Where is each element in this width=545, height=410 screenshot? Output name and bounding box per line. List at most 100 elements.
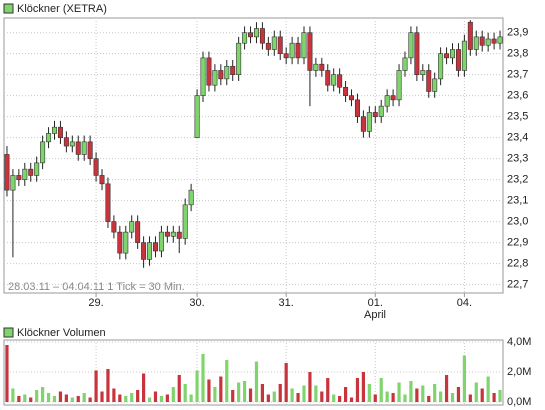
volume-bar [326,378,330,402]
candle-body [188,189,194,206]
y-tick-label: 23,4 [507,132,528,144]
volume-bar [195,370,199,402]
candle-body [147,242,153,260]
volume-bar [468,394,472,402]
volume-bar [492,393,496,402]
y-tick-label: 4,0M [507,336,531,348]
candle-body [111,221,117,233]
volume-bar [320,391,324,402]
candle-body [301,32,307,59]
candle-body [491,38,497,44]
volume-bar [290,388,294,402]
legend-swatch [3,327,14,338]
volume-bar [379,378,383,402]
plot-frame [3,17,504,294]
volume-bar [171,387,175,402]
volume-bar [189,394,193,402]
candle-body [22,168,28,180]
volume-bar [82,393,86,402]
volume-bar [35,390,39,402]
candle-body [182,204,188,239]
volume-bar [456,387,461,402]
candle-body [319,63,325,71]
volume-bar [17,396,21,402]
volume-bar [385,391,389,402]
volume-bar [64,394,68,402]
candle-body [467,21,473,50]
volume-bar [421,385,425,402]
candle-body [129,221,135,233]
volume-bar [248,388,253,402]
y-tick-label: 23,7 [507,69,528,81]
volume-bar [242,381,247,402]
candle-body [93,158,99,176]
volume-bar [100,391,104,402]
candle-body [283,53,289,59]
y-tick-label: 0,0M [507,396,531,408]
candle-body [497,36,503,44]
candle-body [461,40,467,71]
volume-bar [373,394,377,402]
volume-bar [254,361,259,402]
candle-body [135,221,141,243]
y-tick-label: 23,9 [507,27,528,39]
candle-body [57,126,63,138]
volume-bar [480,388,484,402]
candle-body [331,74,337,86]
volume-bar [302,385,306,402]
legend-label: Klöckner Volumen [17,327,106,339]
candle-body [259,28,265,44]
volume-bar [444,375,449,402]
volume-bar [462,355,466,402]
volume-bar [136,390,140,402]
volume-bar [207,379,211,402]
volume-bar [338,396,342,402]
volume-bar [343,387,348,402]
volume-bar [130,393,134,402]
volume-bar [52,396,57,402]
candle-body [69,141,75,147]
volume-bar [272,391,276,402]
volume-bar [278,384,282,402]
volume-bar [165,394,169,402]
volume-bar [225,360,229,402]
candle-body [200,57,206,96]
candle-body [253,28,259,38]
volume-bar [23,394,27,402]
y-tick-label: 23,2 [507,174,528,186]
x-tick-label: 04. [457,297,472,309]
volume-bar [124,396,128,402]
y-tick-label: 23,6 [507,90,528,102]
candle-body [141,242,147,260]
volume-bar [231,390,235,402]
volume-bar [349,397,354,402]
candle-body [372,112,378,117]
volume-bar [183,384,187,402]
volume-bar [94,370,98,402]
candle-body [438,53,444,80]
candle-body [485,38,491,46]
volume-bar [433,384,437,402]
x-tick-label: 29. [88,297,103,309]
volume-bar [391,393,395,402]
candle-body [34,162,40,176]
candle-body [450,49,456,59]
volume-bar [296,393,300,402]
volume-bar [58,391,63,402]
volume-bar [213,387,217,402]
candle-body [378,105,384,117]
y-tick-label: 23,3 [507,153,528,165]
legend-label: Klöckner (XETRA) [17,3,107,15]
y-tick-label: 22,7 [507,279,528,291]
x-tick-label: 31. [279,297,294,309]
candle-body [230,65,236,75]
candle-body [277,36,283,54]
volume-bar [332,394,336,402]
y-tick-label: 23,1 [507,195,528,207]
candle-body [16,175,22,180]
y-tick-label: 22,9 [507,237,528,249]
candle-body [384,95,390,107]
y-tick-label: 23,8 [507,48,528,60]
x-tick-label: 30. [189,297,204,309]
